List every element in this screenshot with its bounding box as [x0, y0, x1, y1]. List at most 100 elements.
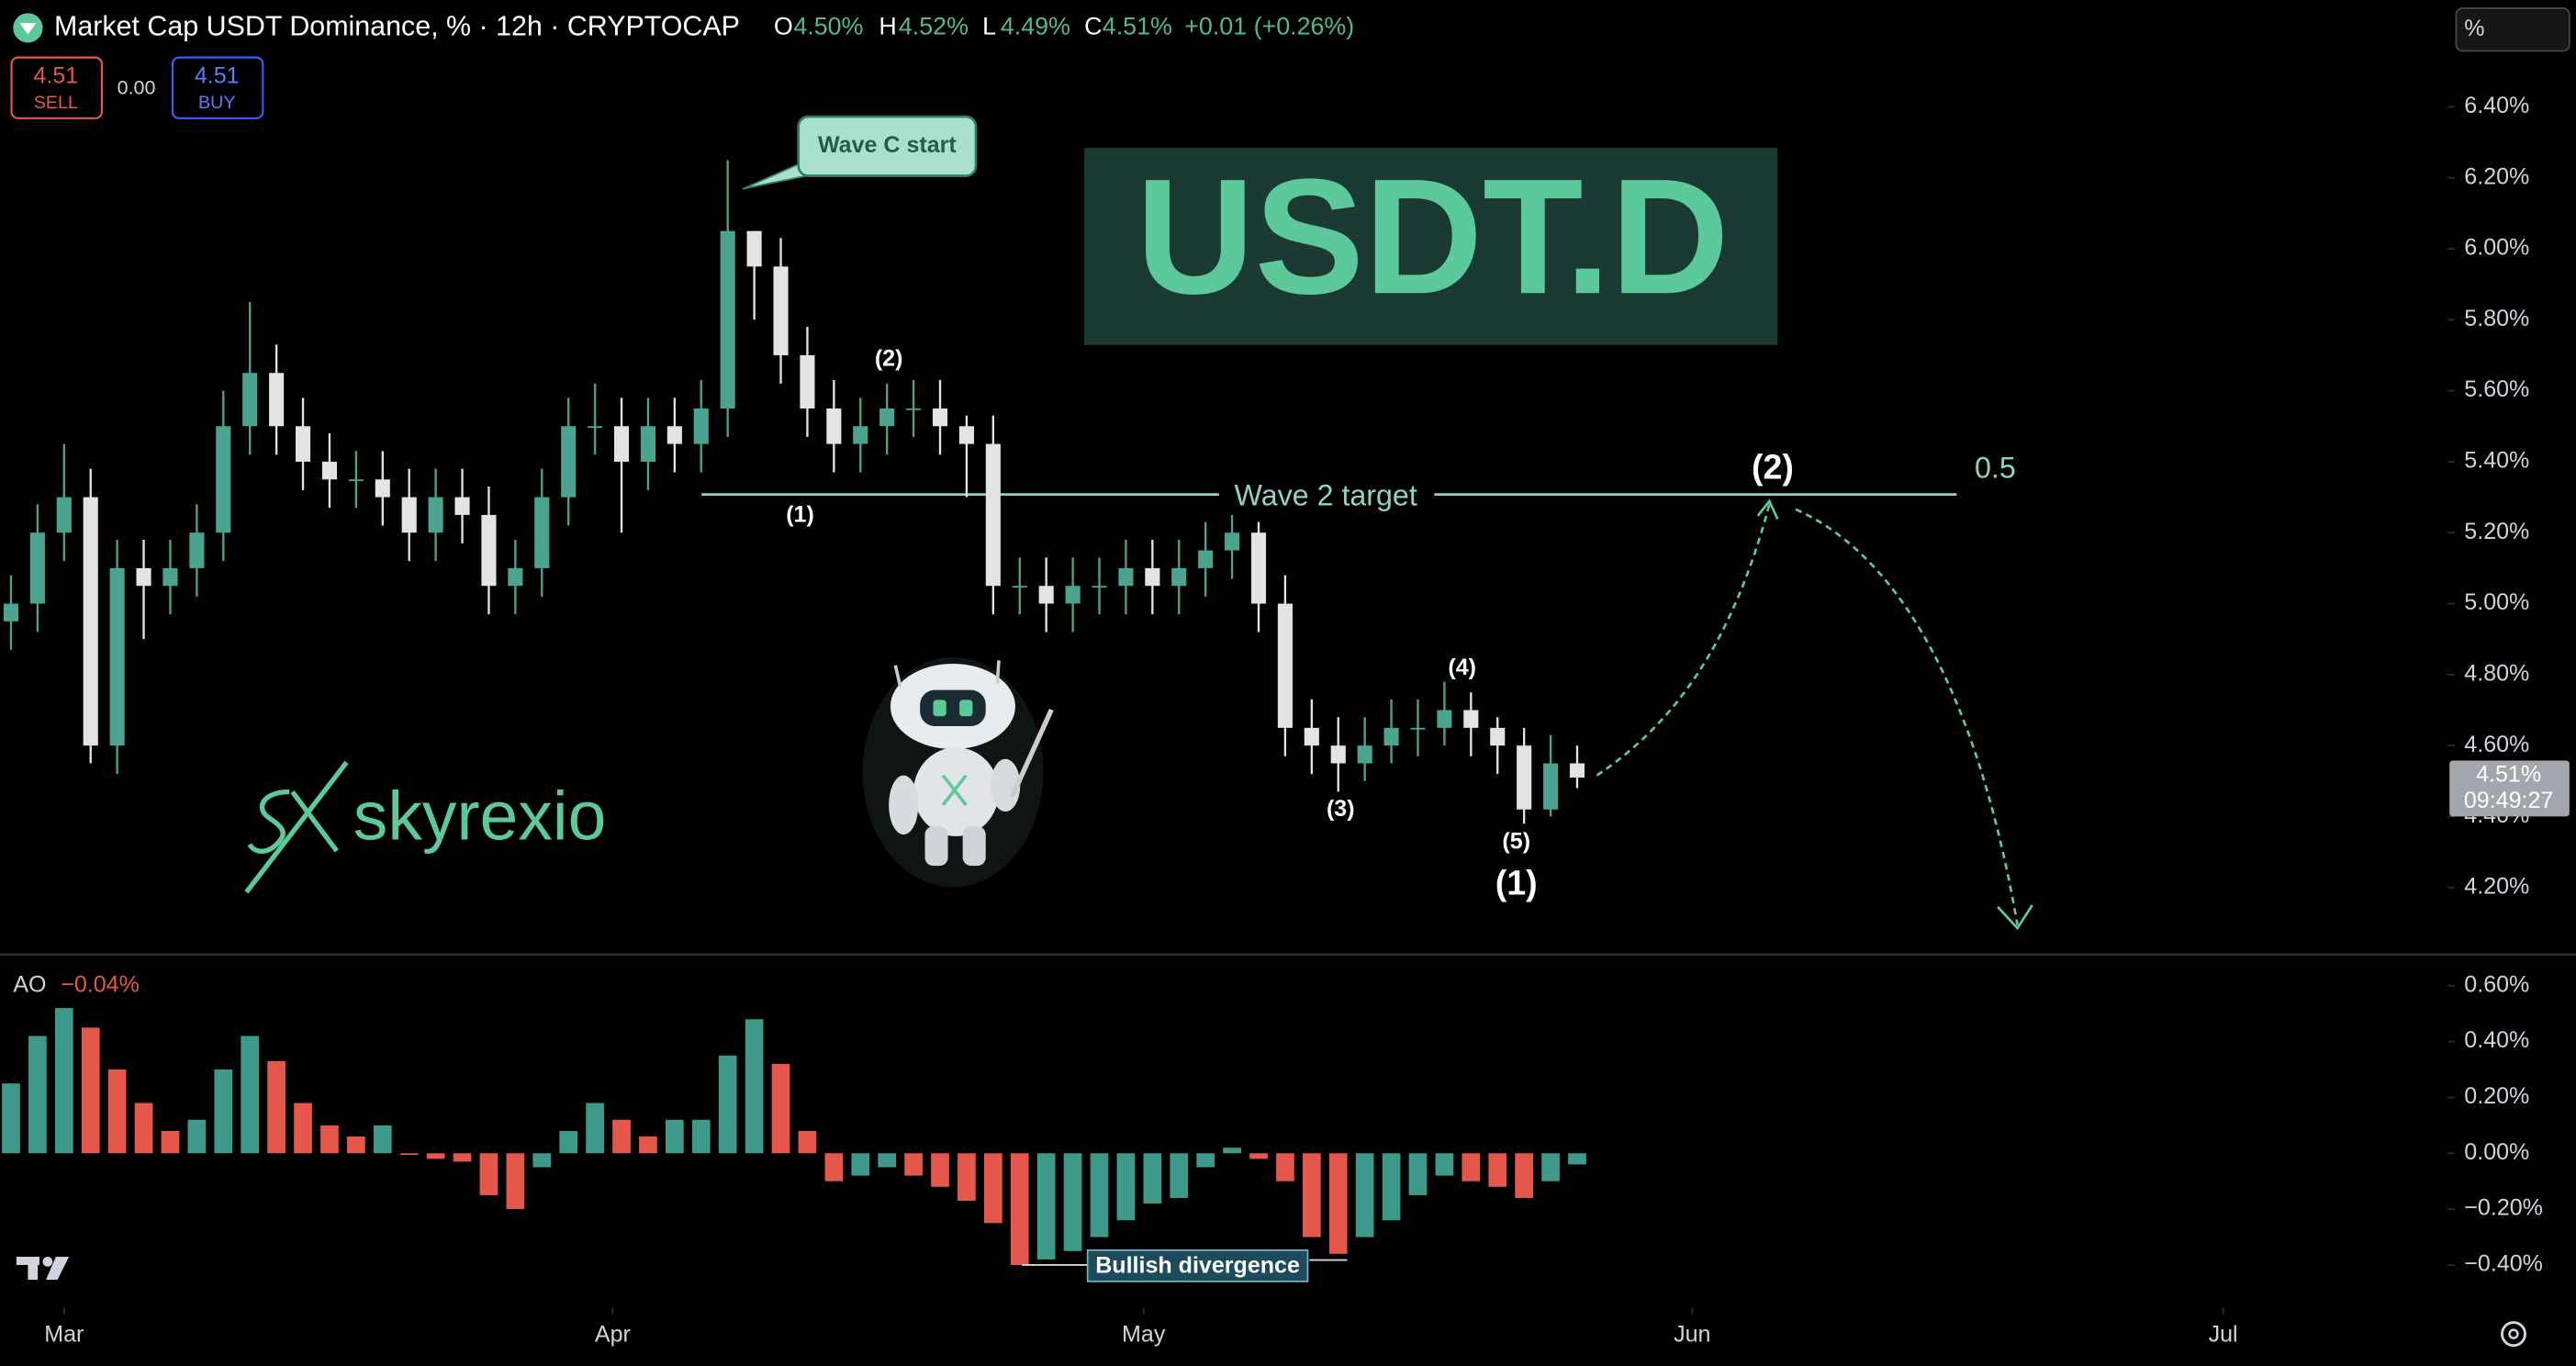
candle-body — [375, 479, 390, 498]
candle-body — [1437, 710, 1452, 728]
ao-bar — [1435, 1153, 1454, 1176]
robot — [862, 656, 1054, 888]
candle-body — [906, 408, 922, 410]
candle-body — [1277, 603, 1293, 728]
ao-bar — [479, 1153, 498, 1195]
buy-button[interactable] — [171, 56, 264, 119]
ohlc-key: H — [879, 13, 896, 40]
title-box — [1084, 148, 1778, 345]
ao-bar — [241, 1036, 260, 1154]
ao-bar — [1541, 1153, 1560, 1181]
ao-bar — [1090, 1153, 1109, 1237]
candle-body — [1012, 586, 1027, 588]
last-price-box — [2449, 760, 2570, 817]
candle-body — [1118, 567, 1134, 587]
ao-bar — [187, 1119, 207, 1154]
ao-bar — [320, 1125, 339, 1154]
indicator-name: AO — [13, 971, 46, 997]
ohlc-value: 4.51% — [1103, 13, 1172, 40]
ao-bar — [958, 1153, 976, 1201]
candle-body — [1250, 532, 1267, 604]
ao-bar — [718, 1055, 737, 1154]
candle-body — [826, 408, 842, 444]
candle-body — [613, 426, 630, 462]
ao-bar — [1355, 1153, 1374, 1237]
y-tick-label: 4.80% — [2464, 660, 2529, 686]
candle-body — [693, 408, 709, 444]
candle-body — [1569, 763, 1585, 778]
ao-bar — [506, 1153, 525, 1210]
candle-body — [1357, 745, 1372, 764]
major-wave-label: (1) — [1495, 863, 1538, 901]
ao-bar — [1196, 1153, 1215, 1168]
y-tick-label: 5.20% — [2464, 519, 2529, 544]
last-price: 4.51% — [2476, 761, 2541, 787]
candle-body — [534, 497, 550, 568]
ao-bar — [294, 1103, 312, 1154]
symbol-title: Market Cap USDT Dominance, % · 12h · CRY… — [54, 10, 740, 41]
candle-body — [800, 354, 815, 409]
candle-body — [1065, 586, 1081, 604]
ao-bar — [1036, 1153, 1056, 1260]
ao-bar — [1302, 1153, 1321, 1237]
ao-bar — [1488, 1153, 1507, 1187]
big-title: USDT.D — [1136, 144, 1729, 328]
candle-body — [454, 497, 470, 515]
candle-body — [136, 567, 151, 587]
ao-bar — [532, 1153, 552, 1168]
ohlc-key: C — [1084, 13, 1102, 40]
ao-bar — [771, 1063, 790, 1154]
candle-body — [1171, 567, 1187, 587]
candle-body — [1383, 727, 1399, 746]
ao-bar — [931, 1153, 949, 1187]
ao-bar — [347, 1136, 365, 1154]
candle-body — [3, 603, 19, 621]
candle-body — [1543, 763, 1559, 810]
ao-bar — [1515, 1153, 1533, 1198]
marks-layer — [2, 160, 1586, 1265]
ao-bar — [161, 1130, 180, 1154]
y-tick-label: 6.20% — [2464, 163, 2529, 189]
settings-gear[interactable] — [2501, 1321, 2526, 1348]
y-tick-label: 4.20% — [2464, 873, 2529, 899]
ao-bar — [559, 1130, 578, 1154]
x-tick-label: Jul — [2209, 1322, 2238, 1348]
ao-bar — [1010, 1153, 1029, 1265]
candle-body — [561, 426, 577, 498]
wave-label: (1) — [786, 502, 814, 528]
candle-body — [640, 426, 655, 462]
sell-label: SELL — [34, 93, 78, 113]
brand-name: skyrexio — [353, 778, 607, 855]
ao-bar — [1568, 1153, 1586, 1165]
ao-bar — [1408, 1153, 1428, 1195]
y-tick-label: −0.20% — [2464, 1195, 2543, 1221]
y-tick-label: −0.40% — [2464, 1251, 2543, 1277]
projection-up — [1596, 504, 1771, 777]
candle-body — [985, 443, 1001, 587]
candle-body — [1330, 745, 1346, 764]
ao-bar — [28, 1036, 47, 1154]
candle-body — [508, 567, 523, 587]
ao-bar — [107, 1069, 127, 1154]
candle-body — [295, 426, 311, 462]
y-tick-label: 6.00% — [2464, 235, 2529, 261]
ao-bar — [1143, 1153, 1162, 1204]
fib-label: 0.5 — [1975, 451, 2016, 484]
candle-body — [1463, 710, 1479, 728]
x-tick-label: Jun — [1674, 1322, 1710, 1348]
ao-bar — [691, 1119, 711, 1154]
ao-bar — [1170, 1153, 1189, 1198]
candle-body — [1517, 745, 1532, 810]
ao-bar — [851, 1153, 870, 1176]
x-tick-label: Apr — [595, 1322, 631, 1348]
y-tick-label: 5.80% — [2464, 306, 2529, 331]
scale-button[interactable] — [2455, 7, 2570, 52]
sell-button[interactable] — [10, 56, 104, 119]
candle-body — [1145, 567, 1160, 587]
ao-bar — [666, 1119, 684, 1154]
scale-button-label: % — [2464, 16, 2484, 41]
y-tick-label: 4.60% — [2464, 732, 2529, 757]
indicator-value: −0.04% — [61, 971, 140, 997]
y-tick-label: 5.60% — [2464, 376, 2529, 402]
